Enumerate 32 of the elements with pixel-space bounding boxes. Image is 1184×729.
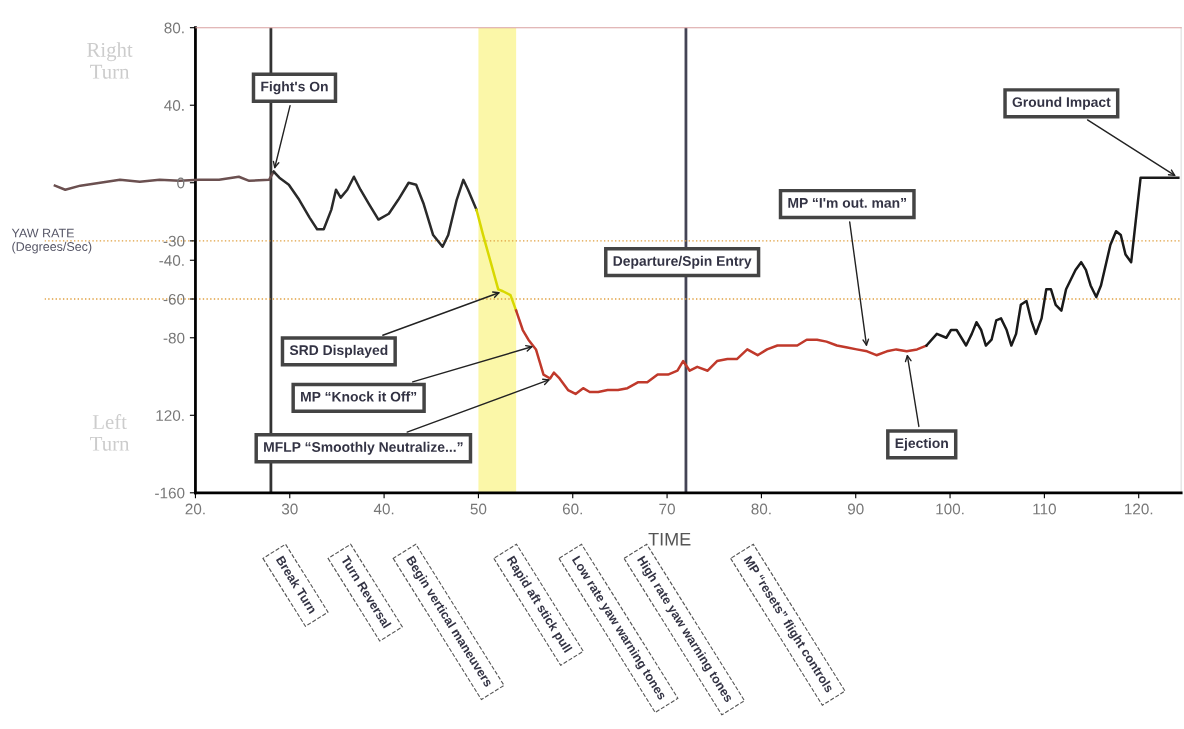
annotation: MFLP “Smoothly Neutralize...” <box>264 441 463 455</box>
x-tick-label: 70 <box>659 503 675 515</box>
y-tick-label: -60 <box>163 293 185 305</box>
line-series <box>53 170 275 191</box>
y-tick-label: -30 <box>163 235 185 247</box>
annotation: Ejection <box>895 437 948 451</box>
y-tick-label: -80 <box>163 332 185 344</box>
x-tick-label: 40. <box>373 503 394 515</box>
y-tick-label: -160 <box>155 487 185 499</box>
y-tick-label: 80. <box>164 22 184 34</box>
x-tick-label: 60. <box>562 503 582 515</box>
y-axis-title: YAW RATE (Degrees/Sec) <box>11 228 92 254</box>
line-series <box>514 309 928 396</box>
annotation: MP “Knock it Off” <box>301 391 417 402</box>
x-tick-label: 80. <box>751 503 771 515</box>
x-tick-label: 100. <box>936 503 964 515</box>
annotation: Departure/Spin Entry <box>613 255 752 269</box>
annotation: Fight's On <box>261 81 328 95</box>
y-tick-label: 40. <box>164 100 184 111</box>
x-tick-label: 110 <box>1033 503 1056 515</box>
x-tick-label: 30 <box>281 503 298 515</box>
annotation: SRD Displayed <box>289 344 388 358</box>
y-tick-label: -40. <box>159 255 184 266</box>
x-tick-label: 50 <box>470 503 487 515</box>
x-tick-label: 120. <box>1125 503 1153 515</box>
x-tick-label: 20. <box>185 503 205 515</box>
y-tick-label: 120. <box>156 410 184 421</box>
line-series <box>475 208 518 312</box>
x-axis-title: TIME <box>648 533 691 546</box>
annotation: Ground Impact <box>1012 96 1111 110</box>
x-tick-label: 90 <box>847 503 864 515</box>
annotation: MP “I'm out. man” <box>788 198 906 208</box>
